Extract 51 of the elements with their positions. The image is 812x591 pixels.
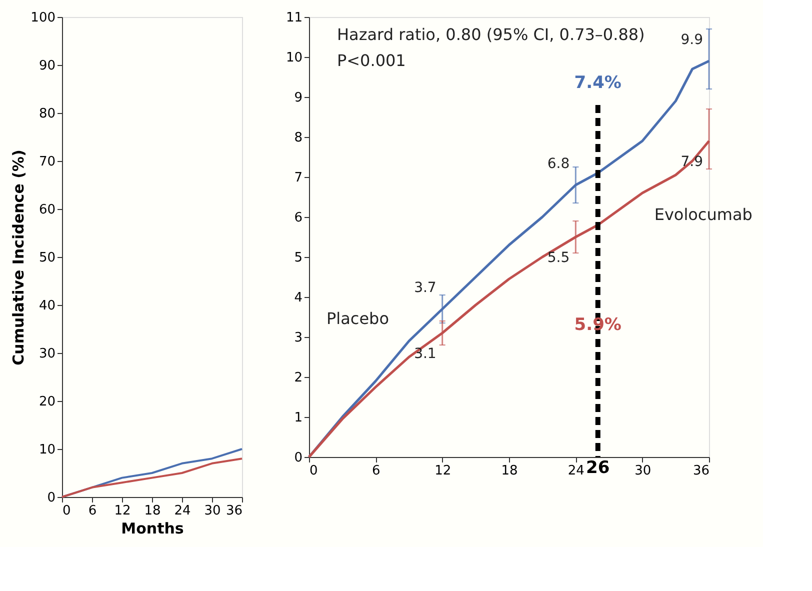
- x-tick-label: 30: [204, 504, 221, 518]
- data-label: 5.5: [547, 250, 570, 266]
- y-tick-label: 6: [294, 210, 302, 226]
- x-tick-label: 12: [434, 464, 452, 478]
- x-axis-title: Months: [121, 520, 184, 538]
- x-tick-label: 18: [144, 504, 161, 518]
- x-tick-label: 30: [634, 464, 652, 478]
- annotation: 5.9%: [574, 315, 622, 335]
- data-label: 6.8: [547, 156, 570, 172]
- x-tick-label: 24: [174, 504, 191, 518]
- x-tick-label: 18: [501, 464, 518, 478]
- y-tick-label: 50: [38, 250, 56, 266]
- y-axis-title: Cumulative Incidence (%): [10, 150, 28, 366]
- x-tick-label: 24: [568, 464, 584, 478]
- x-tick-label: 0: [310, 464, 318, 478]
- y-tick-label: 40: [38, 298, 56, 314]
- series-label: Placebo: [326, 309, 389, 328]
- x-tick-label: 36: [226, 504, 242, 518]
- y-tick-label: 10: [38, 442, 56, 458]
- x-tick-label: 6: [372, 464, 380, 478]
- y-tick-label: 1: [294, 410, 302, 426]
- y-tick-label: 0: [47, 490, 56, 506]
- y-tick-label: 2: [294, 370, 302, 386]
- data-label: 3.7: [414, 280, 436, 296]
- annotation: 7.4%: [574, 73, 622, 93]
- y-tick-label: 0: [294, 450, 302, 466]
- y-tick-label: 4: [294, 290, 302, 306]
- x-tick-label: 6: [88, 504, 97, 518]
- series-label: Evolocumab: [654, 205, 752, 224]
- y-tick-label: 8: [294, 130, 302, 146]
- y-tick-label: 70: [38, 154, 56, 170]
- annotation: P<0.001: [337, 51, 406, 70]
- y-tick-label: 20: [38, 394, 56, 410]
- y-tick-label: 60: [38, 202, 56, 218]
- ref-line-label: 26: [586, 458, 610, 478]
- y-tick-label: 30: [38, 346, 56, 362]
- data-label: 9.9: [680, 32, 703, 48]
- y-tick-label: 80: [38, 106, 56, 122]
- y-tick-label: 5: [294, 250, 302, 266]
- y-tick-label: 9: [294, 90, 302, 106]
- annotation: Hazard ratio, 0.80 (95% CI, 0.73–0.88): [337, 25, 645, 44]
- y-tick-label: 10: [286, 50, 302, 66]
- x-tick-label: 36: [692, 464, 710, 478]
- y-tick-label: 11: [286, 10, 302, 26]
- y-tick-label: 3: [294, 330, 302, 346]
- data-label: 3.1: [414, 346, 436, 362]
- y-tick-label: 90: [38, 58, 56, 74]
- x-tick-label: 12: [114, 504, 131, 518]
- y-tick-label: 100: [30, 10, 56, 26]
- x-tick-label: 0: [62, 504, 71, 518]
- y-tick-label: 7: [294, 170, 302, 186]
